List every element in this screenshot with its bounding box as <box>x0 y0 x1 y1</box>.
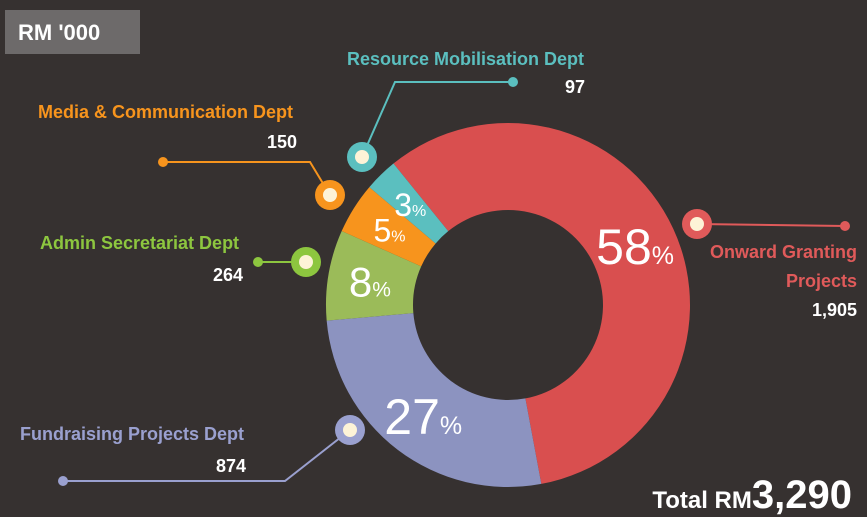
value-label: 1,905 <box>811 300 857 320</box>
donut-segment <box>326 313 542 487</box>
percent-label: 58% <box>596 219 674 275</box>
marker-center <box>323 188 337 202</box>
connector <box>163 161 331 196</box>
connector-dot <box>508 77 518 87</box>
category-label: Media & Communication Dept <box>38 102 294 122</box>
chart-title: RM '000 <box>18 20 100 45</box>
marker-center <box>343 423 357 437</box>
percent-value: 8 <box>349 259 372 306</box>
percent-symbol: % <box>372 279 391 302</box>
donut-segment <box>341 187 436 267</box>
percent-symbol: % <box>391 229 405 246</box>
connector <box>361 81 513 158</box>
percent-symbol: % <box>652 242 674 270</box>
value-label: 97 <box>564 77 585 97</box>
percent-symbol: % <box>440 412 462 440</box>
percent-symbol: % <box>412 203 426 220</box>
donut-segment <box>393 122 690 484</box>
connector <box>696 223 846 227</box>
connector-dot <box>58 476 68 486</box>
donut-segment <box>326 231 422 321</box>
marker-center <box>690 217 704 231</box>
category-label: Onward Granting Projects <box>709 242 857 291</box>
connector <box>63 429 351 482</box>
percent-label: 3% <box>394 187 426 223</box>
total: Total RM3,290 <box>652 473 852 517</box>
category-label: Fundraising Projects Dept <box>20 424 245 444</box>
percent-label: 5% <box>373 213 405 249</box>
marker-center <box>299 255 313 269</box>
category-label: Resource Mobilisation Dept <box>347 49 585 69</box>
percent-label: 8% <box>349 259 391 306</box>
connector-dot <box>253 257 263 267</box>
connector-dot <box>840 221 850 231</box>
title-box <box>5 10 140 54</box>
value-label: 264 <box>212 265 243 285</box>
percent-value: 5 <box>373 213 391 249</box>
marker-center <box>355 150 369 164</box>
percent-label: 27% <box>384 389 462 445</box>
donut-segment <box>369 163 449 244</box>
percent-value: 27 <box>384 389 440 445</box>
percent-value: 58 <box>596 219 652 275</box>
percent-value: 3 <box>394 187 412 223</box>
category-label: Admin Secretariat Dept <box>40 233 240 253</box>
connector-dot <box>158 157 168 167</box>
value-label: 874 <box>215 456 246 476</box>
value-label: 150 <box>266 132 297 152</box>
